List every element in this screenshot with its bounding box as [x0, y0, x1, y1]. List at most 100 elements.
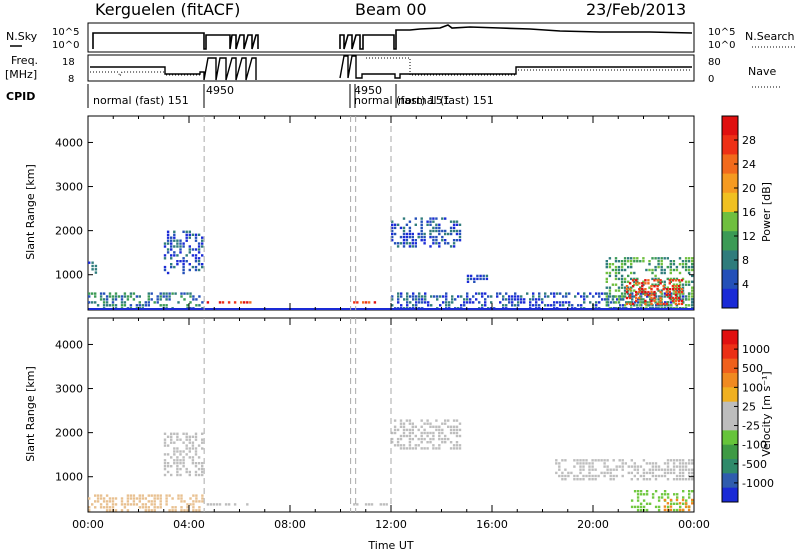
- power-echo-region: [353, 301, 377, 304]
- power-echo-region: [206, 301, 252, 304]
- x-tick-label: 16:00: [476, 518, 508, 531]
- x-tick-label: 20:00: [577, 518, 609, 531]
- colorbar-tick-label: 100: [742, 381, 763, 394]
- power-colorbar-label: Power [dB]: [760, 182, 773, 242]
- power-colorbar: 4 8 12 16 20 24 28: [721, 115, 756, 309]
- colorbar-tick-label: -100: [742, 439, 767, 452]
- power-echo-region: [625, 279, 684, 306]
- beam-title: Beam 00: [355, 0, 427, 19]
- colorbar-tick-label: 500: [742, 362, 763, 375]
- colorbar-swatch: [722, 116, 738, 136]
- colorbar-swatch: [722, 358, 738, 374]
- x-tick-label: 00:00: [678, 518, 710, 531]
- cpid-mode-1: normal (fast) 151: [93, 94, 189, 107]
- cpid-mode-5: normal (fast) 151: [398, 94, 494, 107]
- y-tick-label: 1000: [55, 471, 83, 484]
- colorbar-swatch: [722, 487, 738, 503]
- y-tick-label: 2000: [55, 427, 83, 440]
- colorbar-swatch: [722, 231, 738, 251]
- colorbar-swatch: [722, 269, 738, 290]
- x-tick-label: 08:00: [274, 518, 306, 531]
- colorbar-tick-label: 20: [742, 182, 756, 195]
- power-echo-region: [88, 292, 204, 310]
- nsearch-label: N.Search: [745, 30, 795, 43]
- colorbar-tick-label: 4: [742, 278, 749, 291]
- x-tick-label: 00:00: [72, 518, 104, 531]
- freq-tick-top: 18: [62, 57, 75, 68]
- freq-trace: [90, 57, 257, 81]
- colorbar-swatch: [722, 401, 738, 417]
- velocity-echo-region: [391, 419, 462, 450]
- colorbar-swatch: [722, 250, 738, 270]
- colorbar-swatch: [722, 344, 738, 360]
- power-echo-region: [466, 274, 489, 283]
- colorbar-swatch: [722, 330, 738, 345]
- colorbar-swatch: [722, 444, 738, 460]
- velocity-colorbar: 1000 500 100 25 -25 -100 -500 -1000: [721, 329, 774, 503]
- nsearch-tick-top: 10^5: [708, 27, 735, 38]
- velocity-ylabel: Slant Range [km]: [24, 366, 37, 462]
- nsearch-tick-bottom: 10^0: [708, 40, 735, 51]
- power-ylabel: Slant Range [km]: [24, 164, 37, 260]
- cpid-panel: CPID normal (fast) 151 4950 4950 normal …: [6, 84, 494, 108]
- colorbar-swatch: [722, 459, 738, 474]
- velocity-echo-region: [353, 503, 388, 506]
- freq-tick-bottom: 8: [68, 74, 74, 85]
- colorbar-swatch: [722, 173, 738, 194]
- nsky-tick-top: 10^5: [52, 27, 79, 38]
- nsky-panel: N.Sky 10^5 10^0 10^5 10^0 N.Search: [6, 22, 796, 53]
- colorbar-swatch: [722, 135, 738, 155]
- nave-label: Nave: [748, 65, 776, 78]
- nsky-label: N.Sky: [6, 30, 38, 43]
- nsky-tick-bottom: 10^0: [52, 40, 79, 51]
- nave-tick-top: 80: [708, 57, 721, 68]
- y-tick-label: 3000: [55, 383, 83, 396]
- cpid-label: CPID: [6, 90, 35, 103]
- velocity-echo-region: [663, 498, 694, 512]
- y-tick-label: 3000: [55, 181, 83, 194]
- colorbar-frame: [721, 329, 739, 503]
- y-tick-label: 4000: [55, 136, 83, 149]
- colorbar-swatch: [722, 387, 738, 403]
- colorbar-tick-label: -1000: [742, 477, 774, 490]
- colorbar-swatch: [722, 473, 738, 489]
- freq-frame: [87, 54, 695, 82]
- y-tick-label: 1000: [55, 269, 83, 282]
- colorbar-tick-label: -500: [742, 458, 767, 471]
- colorbar-tick-label: 24: [742, 158, 756, 171]
- freq-panel: Freq. [MHz] 18 8 80 0 Nave: [5, 54, 782, 88]
- y-tick-label: 2000: [55, 225, 83, 238]
- colorbar-swatch: [722, 373, 738, 388]
- power-panel: 1000 2000 3000 4000 4 8 12 16 20 24 28: [55, 115, 756, 311]
- colorbar-swatch: [722, 416, 738, 431]
- freq-label-1: Freq.: [11, 54, 38, 67]
- velocity-colorbar-label: Velocity [m s⁻¹]: [760, 371, 773, 456]
- colorbar-swatch: [722, 192, 738, 213]
- colorbar-swatch: [722, 288, 738, 309]
- colorbar-swatch: [722, 212, 738, 232]
- velocity-echo-region: [88, 494, 204, 512]
- power-echo-region: [88, 261, 98, 274]
- velocity-echo-region: [206, 503, 249, 506]
- colorbar-tick-label: 12: [742, 230, 756, 243]
- nave-tick-bottom: 0: [708, 74, 714, 85]
- colorbar-tick-label: 25: [742, 400, 756, 413]
- colorbar-tick-label: 28: [742, 134, 756, 147]
- velocity-echo-region: [163, 432, 204, 477]
- cpid-mode-3: 4950: [354, 84, 382, 97]
- x-tick-label: 04:00: [173, 518, 205, 531]
- colorbar-tick-label: 1000: [742, 343, 770, 356]
- freq-label-2: [MHz]: [5, 68, 37, 81]
- colorbar-tick-label: 8: [742, 254, 749, 267]
- velocity-echo-region: [555, 459, 694, 481]
- colorbar-tick-label: -25: [742, 420, 760, 433]
- x-tick-label: 12:00: [375, 518, 407, 531]
- y-tick-label: 4000: [55, 338, 83, 351]
- date-title: 23/Feb/2013: [586, 0, 686, 19]
- colorbar-swatch: [722, 430, 738, 446]
- cpid-mode-4: normal (fast) 151: [354, 94, 450, 107]
- power-echo-region: [163, 230, 204, 275]
- nsky-trace: [92, 32, 259, 50]
- xlabel: Time UT: [367, 539, 413, 552]
